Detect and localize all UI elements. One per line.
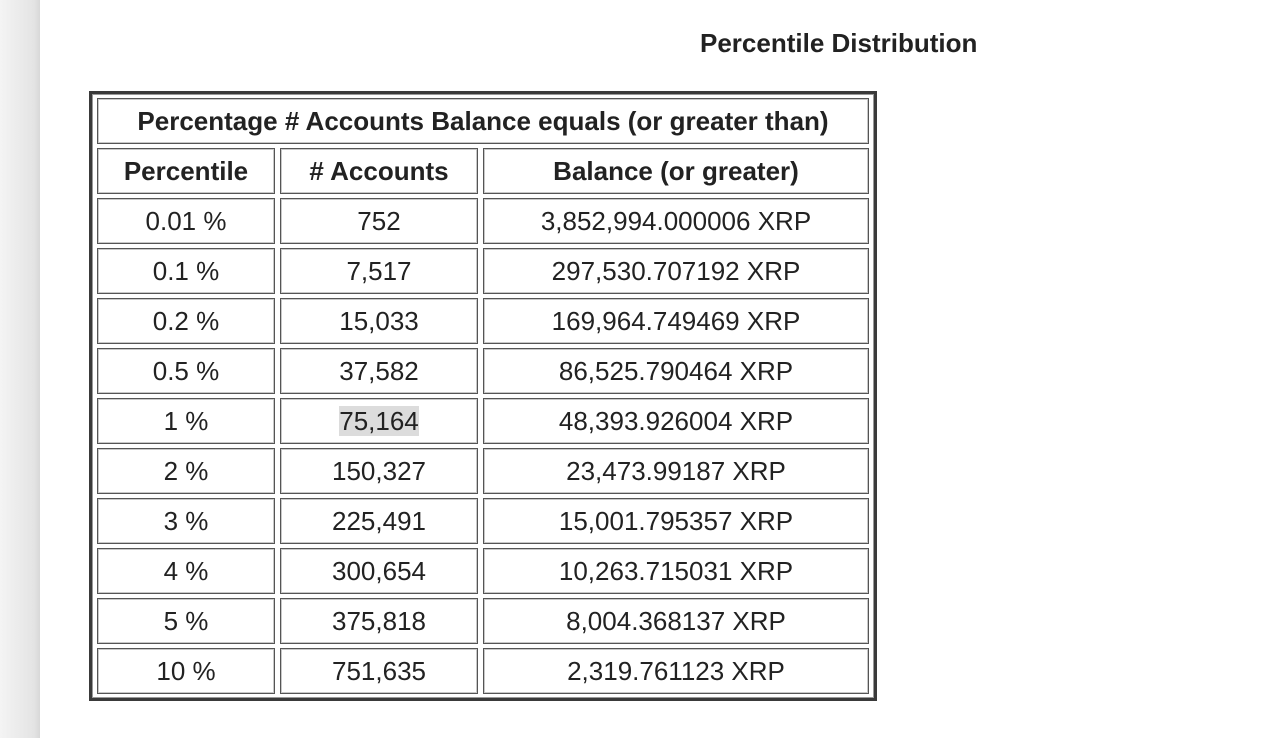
table-cell: 0.2 %: [97, 298, 275, 344]
table-cell: 0.5 %: [97, 348, 275, 394]
table-cell: 86,525.790464 XRP: [483, 348, 869, 394]
table-cell: 37,582: [280, 348, 478, 394]
table-row: 0.5 % 37,582 86,525.790464 XRP: [97, 348, 869, 394]
table-cell: 0.1 %: [97, 248, 275, 294]
table-cell: 5 %: [97, 598, 275, 644]
table-row: 0.1 % 7,517 297,530.707192 XRP: [97, 248, 869, 294]
table-cell: 169,964.749469 XRP: [483, 298, 869, 344]
table-cell: 225,491: [280, 498, 478, 544]
sidebar-edge: [0, 0, 40, 738]
table-cell: 48,393.926004 XRP: [483, 398, 869, 444]
header-row: Percentile # Accounts Balance (or greater): [97, 148, 869, 194]
table-cell: 15,033: [280, 298, 478, 344]
caption-row: Percentage # Accounts Balance equals (or…: [97, 98, 869, 144]
table-cell: 375,818: [280, 598, 478, 644]
table-cell: 751,635: [280, 648, 478, 694]
table-cell: 75,164: [280, 398, 478, 444]
table-caption: Percentage # Accounts Balance equals (or…: [97, 98, 869, 144]
table-row: 0.2 % 15,033 169,964.749469 XRP: [97, 298, 869, 344]
table-cell: 0.01 %: [97, 198, 275, 244]
table-cell: 1 %: [97, 398, 275, 444]
table-row: 0.01 % 752 3,852,994.000006 XRP: [97, 198, 869, 244]
table-cell: 8,004.368137 XRP: [483, 598, 869, 644]
table-row: 5 % 375,818 8,004.368137 XRP: [97, 598, 869, 644]
table-row: 1 % 75,164 48,393.926004 XRP: [97, 398, 869, 444]
table-cell: 23,473.99187 XRP: [483, 448, 869, 494]
table-row: 2 % 150,327 23,473.99187 XRP: [97, 448, 869, 494]
table-cell: 10,263.715031 XRP: [483, 548, 869, 594]
table-cell: 15,001.795357 XRP: [483, 498, 869, 544]
table-cell: 297,530.707192 XRP: [483, 248, 869, 294]
table-row: 4 % 300,654 10,263.715031 XRP: [97, 548, 869, 594]
column-header: Balance (or greater): [483, 148, 869, 194]
column-header: Percentile: [97, 148, 275, 194]
table-cell: 4 %: [97, 548, 275, 594]
table-row: 10 % 751,635 2,319.761123 XRP: [97, 648, 869, 694]
column-header: # Accounts: [280, 148, 478, 194]
table-cell: 7,517: [280, 248, 478, 294]
table-cell: 10 %: [97, 648, 275, 694]
table-cell: 3,852,994.000006 XRP: [483, 198, 869, 244]
table-cell: 752: [280, 198, 478, 244]
table-cell: 3 %: [97, 498, 275, 544]
table-cell: 2 %: [97, 448, 275, 494]
selected-text: 75,164: [339, 405, 419, 436]
table-cell: 300,654: [280, 548, 478, 594]
table-cell: 150,327: [280, 448, 478, 494]
table-row: 3 % 225,491 15,001.795357 XRP: [97, 498, 869, 544]
page-title: Percentile Distribution: [700, 28, 978, 58]
table-cell: 2,319.761123 XRP: [483, 648, 869, 694]
percentile-table: Percentage # Accounts Balance equals (or…: [89, 91, 877, 701]
